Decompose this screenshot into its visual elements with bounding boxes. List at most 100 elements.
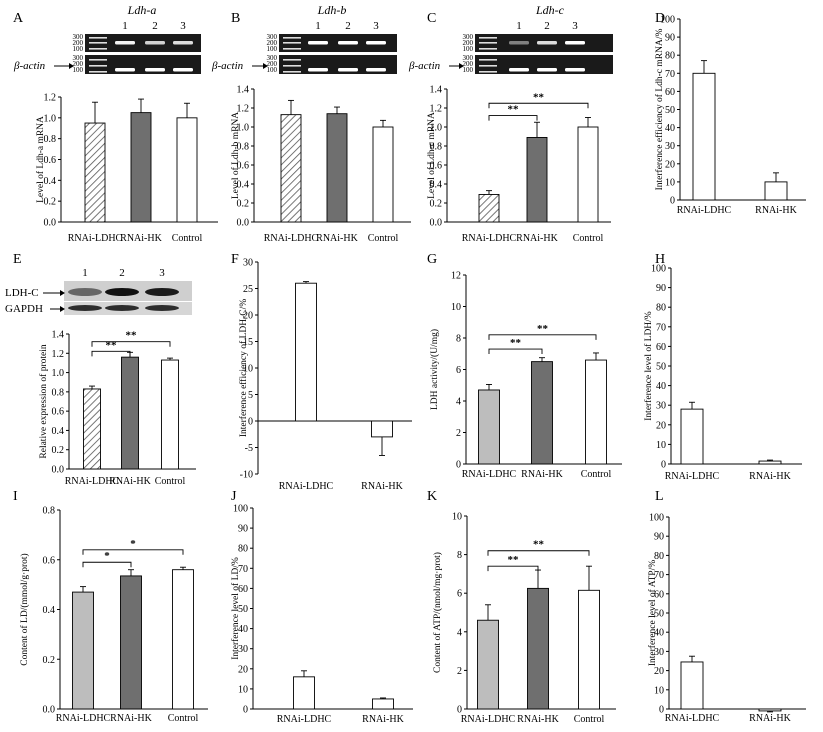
ladder-band (479, 37, 497, 39)
gel-band-actin (338, 68, 358, 72)
panel-letter-l: L (655, 489, 664, 504)
y-tick-label: 1.2 (44, 93, 57, 104)
bar (83, 388, 101, 470)
chart-d: 0 10 20 30 40 50 60 70 80 90 100 Interference effic… (654, 15, 806, 216)
ladder-band (283, 48, 301, 50)
panel-letter-i: I (13, 489, 18, 504)
y-tick-label: 1.2 (52, 349, 65, 360)
gel-lane-number: 3 (180, 20, 186, 32)
bar (130, 112, 152, 223)
bar (84, 122, 106, 223)
bar (692, 72, 716, 201)
y-tick-label: 20 (654, 666, 664, 677)
y-tick-label: 30 (656, 401, 666, 412)
bar (121, 356, 139, 470)
ladder-label: 300 (463, 54, 474, 62)
ladder-label: 200 (267, 60, 278, 68)
bar (372, 126, 394, 223)
y-tick-label: 90 (238, 524, 248, 535)
blot-arrowhead (60, 290, 65, 296)
x-category-label: RNAi-LDHC (277, 714, 332, 725)
y-tick-label: 1.0 (44, 113, 57, 124)
gel-band (366, 41, 386, 45)
gel-gene-label: Ldh-b (317, 3, 347, 17)
y-tick-label: 2 (456, 428, 461, 439)
ladder-band (283, 71, 301, 73)
y-axis-label: Level of Ldh-a mRNA (35, 116, 46, 203)
panel-letter-g: G (427, 252, 437, 267)
y-tick-label: 0 (243, 705, 248, 716)
gel-band (537, 41, 557, 45)
y-tick-label: 10 (665, 177, 675, 188)
western-blot: 1 2 3 LDH-C GAPDH (5, 267, 192, 315)
y-tick-label: -10 (240, 470, 253, 481)
y-tick-label: 8 (457, 550, 462, 561)
gel-band-actin (366, 68, 386, 72)
ladder-band (479, 71, 497, 73)
y-tick-label: 20 (238, 664, 248, 675)
bar (585, 359, 607, 465)
bar (161, 359, 179, 470)
y-tick-label: 10 (452, 512, 462, 523)
chart-h: 0 10 20 30 40 50 60 70 80 90 100 Interference level… (643, 264, 802, 482)
y-axis-label: LDH activity/(U/mg) (429, 329, 440, 410)
y-tick-label: 0.6 (52, 407, 65, 418)
y-tick-label: 0.0 (43, 705, 56, 716)
y-tick-label: 80 (665, 51, 675, 62)
panel-letter-k: K (427, 489, 437, 504)
x-category-label: Control (581, 469, 612, 480)
significance-label: ** (508, 554, 520, 566)
ladder-label: 200 (463, 39, 474, 47)
y-tick-label: 0.2 (430, 199, 443, 210)
gel-band (115, 41, 135, 45)
blot-label-gapdh: GAPDH (5, 303, 43, 315)
ladder-band (283, 37, 301, 39)
chart-i: 0.0 0.2 0.4 0.6 0.8 Content of LD/(mmol/g·pro… (19, 506, 208, 724)
bar (478, 389, 500, 465)
ladder-band (479, 48, 497, 50)
x-category-label: RNAi-HK (316, 233, 358, 244)
y-tick-label: 100 (660, 15, 675, 26)
y-tick-label: 1.4 (430, 85, 443, 96)
significance-label: ** (510, 337, 522, 349)
x-category-label: Control (155, 476, 186, 487)
significance-label: ** (106, 339, 118, 351)
ladder-label: 300 (463, 33, 474, 41)
y-tick-label: 20 (656, 420, 666, 431)
blot-band (68, 288, 102, 296)
y-axis-label: Level of Ldh-b mRNA (230, 112, 241, 199)
y-axis-label: Content of ATP/(nmol/mg·prot) (432, 552, 443, 673)
y-tick-label: 4 (456, 397, 461, 408)
y-tick-label: 0.0 (430, 218, 443, 229)
x-category-label: RNAi-HK (110, 713, 152, 724)
y-tick-label: 30 (654, 647, 664, 658)
y-tick-label: 100 (651, 264, 666, 275)
y-tick-label: -5 (245, 443, 253, 454)
chart-c: 0.0 0.2 0.4 0.6 0.8 1.0 1.2 1.4 Level of Ldh-c m… (426, 85, 611, 244)
y-tick-label: 0.2 (44, 197, 57, 208)
ladder-label: 200 (73, 39, 84, 47)
y-tick-label: 0.4 (43, 605, 56, 616)
y-tick-label: 6 (456, 365, 461, 376)
chart-g: 0 2 4 6 8 10 12 LDH activity/(U/mg) RNAi-LDHC RNA… (429, 271, 622, 480)
gel-lane-number: 3 (373, 20, 379, 32)
ladder-label: 200 (463, 60, 474, 68)
x-category-label: Control (168, 713, 199, 724)
y-tick-label: 0.4 (430, 180, 443, 191)
y-tick-label: 0 (670, 196, 675, 207)
gel-image-actin (85, 55, 201, 74)
y-tick-label: 100 (649, 513, 664, 524)
y-tick-label: 25 (243, 284, 253, 295)
y-tick-label: 0.8 (237, 142, 250, 153)
significance-bracket (82, 549, 184, 555)
y-tick-label: 0.6 (237, 161, 250, 172)
actin-arrowhead (69, 63, 74, 69)
y-tick-label: 60 (656, 342, 666, 353)
y-tick-label: 60 (238, 584, 248, 595)
gel-lane-number: 1 (122, 20, 128, 32)
y-tick-label: 0.6 (44, 155, 57, 166)
ladder-band (89, 37, 107, 39)
bar (120, 575, 142, 710)
y-tick-label: 1.0 (52, 368, 65, 379)
chart-l: 0 10 20 30 40 50 60 70 80 90 100 Interference level… (647, 513, 806, 724)
